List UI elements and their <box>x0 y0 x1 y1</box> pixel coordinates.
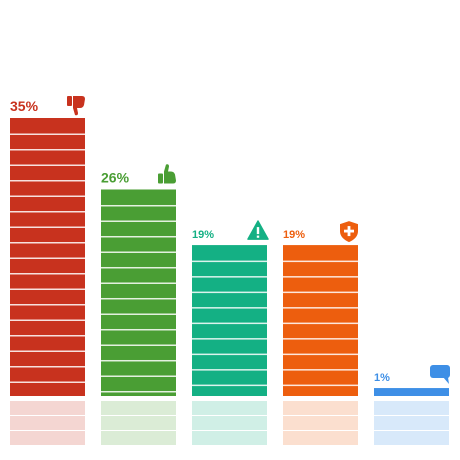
data-label: 26% <box>101 169 130 185</box>
bar-divider <box>101 359 176 362</box>
bar-divider <box>10 149 85 151</box>
bar-divider <box>101 375 176 377</box>
bar-divider <box>10 180 85 182</box>
bar-divider <box>101 297 176 300</box>
bar-reflection <box>101 416 176 430</box>
bar-reflection <box>10 431 85 445</box>
bar-divider <box>10 257 85 259</box>
bar-divider <box>192 384 267 387</box>
bar-divider <box>10 195 85 197</box>
bar-divider <box>10 242 85 244</box>
bar-divider <box>101 390 176 393</box>
bar-divider <box>283 307 358 309</box>
bar-reflection <box>283 416 358 430</box>
bar-warning <box>192 245 267 396</box>
bar-divider <box>283 384 358 387</box>
bar-reflection <box>192 401 267 415</box>
bar-divider <box>10 381 85 383</box>
bar-reflection <box>374 431 449 445</box>
data-label: 35% <box>10 98 39 114</box>
bar-reflection <box>10 416 85 430</box>
bar-divider <box>192 291 267 294</box>
thumbs-down-icon <box>67 96 85 116</box>
bar-divider <box>101 344 176 346</box>
bar-divider <box>283 338 358 340</box>
bar-divider <box>10 304 85 306</box>
bar-divider <box>10 366 85 368</box>
bar-divider <box>10 211 85 213</box>
bar-like <box>101 189 176 396</box>
bar-reflection <box>101 431 176 445</box>
bar-reflection <box>283 401 358 415</box>
bar-divider <box>283 276 358 278</box>
bar-divider <box>10 164 85 166</box>
bar-divider <box>101 313 176 315</box>
bar-divider <box>10 288 85 290</box>
bar-reflection <box>374 416 449 430</box>
bar-divider <box>283 291 358 294</box>
shield-plus-icon <box>340 221 358 243</box>
bar-comment <box>374 388 449 396</box>
bar-divider <box>192 338 267 340</box>
bar-divider <box>283 322 358 325</box>
bar-divider <box>10 273 85 275</box>
bar-protection <box>283 245 358 396</box>
bar-divider <box>101 235 176 238</box>
bar-divider <box>10 226 85 228</box>
bar-reflection <box>283 431 358 445</box>
bar-divider <box>101 220 176 222</box>
bar-divider <box>10 133 85 135</box>
bar-reflection <box>374 401 449 415</box>
bar-divider <box>101 282 176 284</box>
bar-dislike <box>10 118 85 396</box>
thumbs-up-icon <box>158 164 176 184</box>
speech-bubble-icon <box>430 365 450 385</box>
bar-divider <box>192 353 267 356</box>
warning-icon <box>247 220 269 240</box>
bar-divider <box>101 251 176 253</box>
bar-reflection <box>101 401 176 415</box>
bar-divider <box>192 276 267 278</box>
bar-divider <box>283 260 358 263</box>
bar-reflection <box>192 416 267 430</box>
bar-divider <box>10 350 85 352</box>
bar-divider <box>283 369 358 371</box>
bar-divider <box>192 260 267 263</box>
data-label: 19% <box>283 229 305 241</box>
bar-divider <box>10 319 85 321</box>
bar-divider <box>192 369 267 371</box>
bar-divider <box>101 204 176 207</box>
bar-reflection <box>192 431 267 445</box>
bar-reflection <box>10 401 85 415</box>
bar-divider <box>101 266 176 269</box>
bar-divider <box>10 335 85 337</box>
bar-divider <box>283 353 358 356</box>
bar-divider <box>192 307 267 309</box>
bar-divider <box>192 322 267 325</box>
bar-divider <box>101 328 176 331</box>
data-label: 1% <box>374 372 390 384</box>
data-label: 19% <box>192 229 214 241</box>
